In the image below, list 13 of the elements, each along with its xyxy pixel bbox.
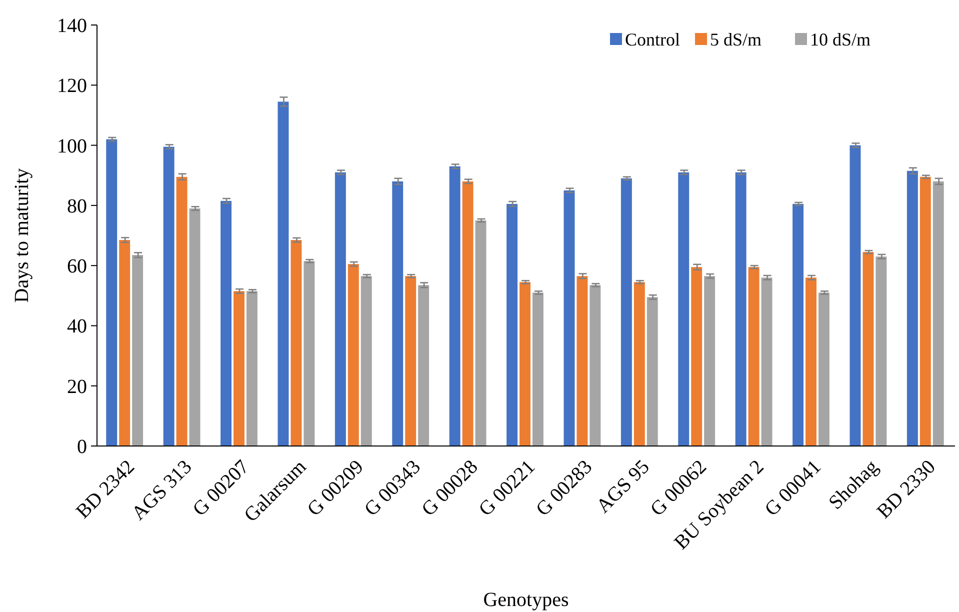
y-tick-label: 80 [67,195,87,218]
legend-label: 5 dS/m [710,29,762,50]
y-tick-label: 140 [57,15,87,37]
y-tick-label: 100 [57,135,87,158]
legend-label: Control [625,29,680,50]
y-tick-label: 120 [57,75,87,98]
y-tick-label: 0 [77,436,87,458]
y-axis-title: Days to maturity [11,168,33,303]
y-tick-label: 40 [67,316,87,338]
y-tick-label: 60 [67,256,87,278]
x-axis-title: Genotypes [483,589,569,611]
y-tick-label: 20 [67,376,87,398]
legend-label: 10 dS/m [810,29,871,50]
